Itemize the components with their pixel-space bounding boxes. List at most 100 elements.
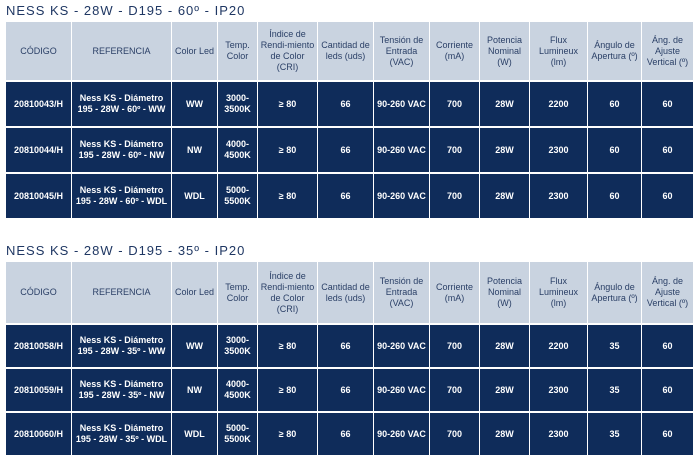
column-header: REFERENCIA — [72, 22, 172, 82]
cell-codigo: 20810058/H — [6, 325, 72, 369]
cell-cri: ≥ 80 — [258, 128, 318, 174]
column-header: Color Led — [172, 22, 218, 82]
cell-leds: 66 — [318, 82, 374, 128]
cell-ajuste: 60 — [642, 413, 694, 457]
column-header: Potencia Nominal (W) — [480, 22, 530, 82]
cell-corriente: 700 — [430, 174, 480, 220]
cell-leds: 66 — [318, 174, 374, 220]
cell-codigo: 20810059/H — [6, 369, 72, 413]
table-row: 20810045/H Ness KS - Diámetro 195 - 28W … — [6, 174, 694, 220]
table-title: NESS KS - 28W - D195 - 35º - IP20 — [6, 243, 246, 258]
cell-apertura: 60 — [588, 128, 642, 174]
cell-corriente: 700 — [430, 128, 480, 174]
column-header: Tensión de Entrada (VAC) — [374, 22, 430, 82]
cell-apertura: 35 — [588, 369, 642, 413]
cell-tension: 90-260 VAC — [374, 128, 430, 174]
cell-tension: 90-260 VAC — [374, 413, 430, 457]
column-header: Índice de Rendi-miento de Color (CRI) — [258, 22, 318, 82]
cell-tension: 90-260 VAC — [374, 82, 430, 128]
table-row: 20810058/H Ness KS - Diámetro 195 - 28W … — [6, 325, 694, 369]
cell-ajuste: 60 — [642, 128, 694, 174]
column-header: Flux Lumineux (lm) — [530, 22, 588, 82]
column-header: Color Led — [172, 262, 218, 325]
column-header: Ángulo de Apertura (º) — [588, 262, 642, 325]
cell-leds: 66 — [318, 413, 374, 457]
cell-codigo: 20810043/H — [6, 82, 72, 128]
cell-potencia: 28W — [480, 174, 530, 220]
cell-temp: 3000-3500K — [218, 325, 258, 369]
cell-codigo: 20810060/H — [6, 413, 72, 457]
column-header: Temp. Color — [218, 262, 258, 325]
cell-potencia: 28W — [480, 128, 530, 174]
cell-apertura: 35 — [588, 413, 642, 457]
cell-apertura: 60 — [588, 174, 642, 220]
column-header: CÓDIGO — [6, 22, 72, 82]
cell-corriente: 700 — [430, 413, 480, 457]
column-header: Potencia Nominal (W) — [480, 262, 530, 325]
cell-flux: 2300 — [530, 413, 588, 457]
cell-color-led: WDL — [172, 174, 218, 220]
cell-color-led: NW — [172, 128, 218, 174]
cell-ajuste: 60 — [642, 82, 694, 128]
cell-temp: 3000-3500K — [218, 82, 258, 128]
cell-referencia: Ness KS - Diámetro 195 - 28W - 60º - WDL — [72, 174, 172, 220]
column-header: Áng. de Ajuste Vertical (º) — [642, 22, 694, 82]
column-header: Cantidad de leds (uds) — [318, 22, 374, 82]
cell-apertura: 35 — [588, 325, 642, 369]
cell-corriente: 700 — [430, 369, 480, 413]
cell-corriente: 700 — [430, 82, 480, 128]
column-header: Temp. Color — [218, 22, 258, 82]
spec-table: CÓDIGO REFERENCIA Color Led Temp. Color … — [6, 22, 694, 220]
cell-tension: 90-260 VAC — [374, 174, 430, 220]
spec-table: CÓDIGO REFERENCIA Color Led Temp. Color … — [6, 262, 694, 457]
cell-temp: 4000-4500K — [218, 128, 258, 174]
column-header: REFERENCIA — [72, 262, 172, 325]
column-header: Tensión de Entrada (VAC) — [374, 262, 430, 325]
cell-referencia: Ness KS - Diámetro 195 - 28W - 35º - WW — [72, 325, 172, 369]
column-header: Cantidad de leds (uds) — [318, 262, 374, 325]
column-header: Corriente (mA) — [430, 22, 480, 82]
product-table-section-1: NESS KS - 28W - D195 - 60º - IP20 CÓDIGO… — [6, 3, 694, 220]
cell-leds: 66 — [318, 369, 374, 413]
cell-ajuste: 60 — [642, 174, 694, 220]
cell-color-led: WW — [172, 82, 218, 128]
column-header: Índice de Rendi-miento de Color (CRI) — [258, 262, 318, 325]
cell-flux: 2200 — [530, 325, 588, 369]
cell-cri: ≥ 80 — [258, 174, 318, 220]
cell-cri: ≥ 80 — [258, 325, 318, 369]
cell-cri: ≥ 80 — [258, 369, 318, 413]
cell-color-led: WDL — [172, 413, 218, 457]
cell-ajuste: 60 — [642, 325, 694, 369]
cell-referencia: Ness KS - Diámetro 195 - 28W - 60º - WW — [72, 82, 172, 128]
header-row: CÓDIGO REFERENCIA Color Led Temp. Color … — [6, 22, 694, 82]
table-row: 20810044/H Ness KS - Diámetro 195 - 28W … — [6, 128, 694, 174]
column-header: Flux Lumineux (lm) — [530, 262, 588, 325]
cell-cri: ≥ 80 — [258, 82, 318, 128]
cell-referencia: Ness KS - Diámetro 195 - 28W - 35º - WDL — [72, 413, 172, 457]
cell-tension: 90-260 VAC — [374, 369, 430, 413]
cell-corriente: 700 — [430, 325, 480, 369]
cell-flux: 2200 — [530, 82, 588, 128]
header-row: CÓDIGO REFERENCIA Color Led Temp. Color … — [6, 262, 694, 325]
cell-color-led: NW — [172, 369, 218, 413]
cell-flux: 2300 — [530, 128, 588, 174]
cell-cri: ≥ 80 — [258, 413, 318, 457]
column-header: Ángulo de Apertura (º) — [588, 22, 642, 82]
table-row: 20810043/H Ness KS - Diámetro 195 - 28W … — [6, 82, 694, 128]
cell-referencia: Ness KS - Diámetro 195 - 28W - 35º - NW — [72, 369, 172, 413]
cell-codigo: 20810045/H — [6, 174, 72, 220]
cell-flux: 2300 — [530, 174, 588, 220]
column-header: CÓDIGO — [6, 262, 72, 325]
cell-color-led: WW — [172, 325, 218, 369]
cell-leds: 66 — [318, 325, 374, 369]
column-header: Corriente (mA) — [430, 262, 480, 325]
cell-flux: 2300 — [530, 369, 588, 413]
cell-tension: 90-260 VAC — [374, 325, 430, 369]
cell-codigo: 20810044/H — [6, 128, 72, 174]
cell-apertura: 60 — [588, 82, 642, 128]
table-row: 20810060/H Ness KS - Diámetro 195 - 28W … — [6, 413, 694, 457]
cell-potencia: 28W — [480, 369, 530, 413]
column-header: Áng. de Ajuste Vertical (º) — [642, 262, 694, 325]
cell-leds: 66 — [318, 128, 374, 174]
cell-temp: 4000-4500K — [218, 369, 258, 413]
